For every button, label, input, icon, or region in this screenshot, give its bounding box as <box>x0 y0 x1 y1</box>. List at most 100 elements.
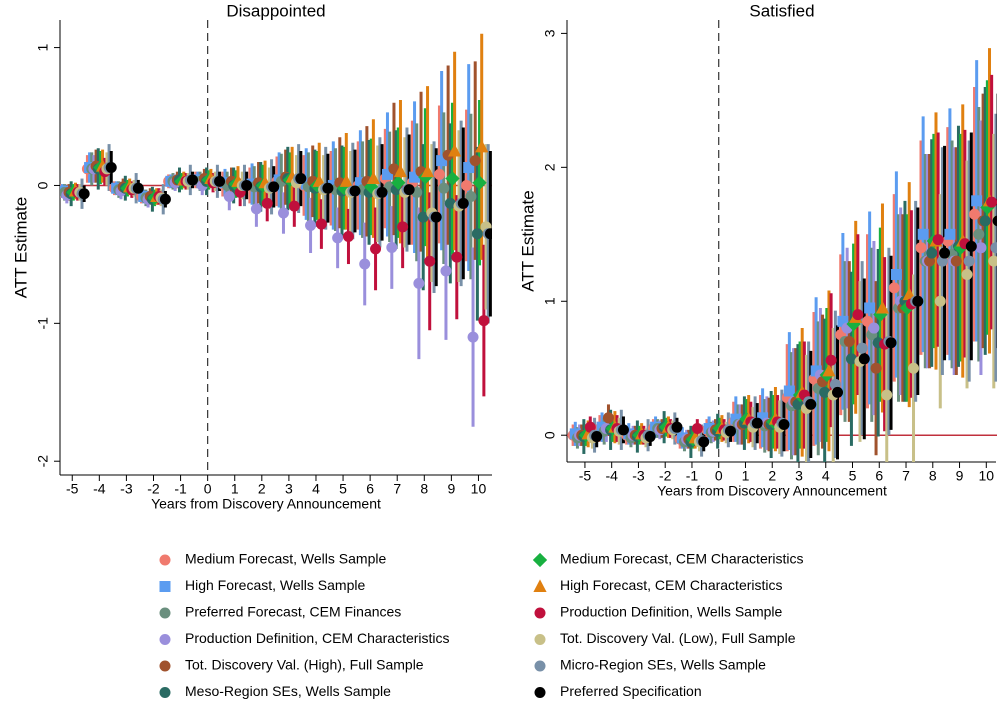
point <box>992 215 997 227</box>
point <box>792 398 804 410</box>
point <box>584 421 596 433</box>
legend-marker <box>534 634 546 645</box>
legend-marker <box>159 554 171 566</box>
x-tick-label: 9 <box>956 468 964 484</box>
point <box>822 363 836 377</box>
point <box>295 173 307 185</box>
point <box>858 353 870 365</box>
point <box>467 331 479 343</box>
point <box>591 431 603 443</box>
point <box>250 203 262 215</box>
point <box>751 417 763 429</box>
point <box>888 282 900 294</box>
x-tick-label: -3 <box>632 468 645 484</box>
point <box>268 181 280 193</box>
y-tick-label: -1 <box>35 317 51 330</box>
x-axis-label: Years from Discovery Announcement <box>657 483 887 499</box>
point <box>856 342 868 354</box>
point <box>159 193 171 205</box>
point <box>444 197 456 209</box>
point <box>969 208 981 220</box>
point <box>413 277 425 289</box>
x-tick-label: 9 <box>447 481 455 497</box>
point <box>934 295 946 307</box>
point <box>469 155 481 167</box>
x-tick-label: 7 <box>393 481 401 497</box>
point <box>832 386 844 398</box>
legend-label: Tot. Discovery Val. (Low), Full Sample <box>560 630 796 646</box>
point <box>261 197 273 209</box>
point <box>845 353 857 365</box>
legend-marker <box>159 660 171 672</box>
x-tick-label: 1 <box>231 481 239 497</box>
point <box>339 174 353 187</box>
point <box>484 228 492 240</box>
point <box>461 179 473 191</box>
point <box>975 242 987 254</box>
point <box>386 242 398 253</box>
legend-marker <box>159 607 171 619</box>
point <box>214 175 226 187</box>
point <box>424 255 436 267</box>
point <box>105 162 117 174</box>
point <box>988 255 997 267</box>
point <box>186 174 198 186</box>
point <box>963 255 975 267</box>
x-tick-label: 3 <box>795 468 803 484</box>
plot-area <box>567 48 997 462</box>
point <box>417 211 429 223</box>
y-tick-label: 0 <box>35 181 51 189</box>
point <box>805 398 817 410</box>
point <box>430 211 442 223</box>
point <box>917 228 929 240</box>
point <box>397 221 409 233</box>
point <box>724 425 736 437</box>
x-tick-label: 4 <box>822 468 830 484</box>
legend-marker <box>533 579 547 592</box>
y-axis-label: ATT Estimate <box>518 190 537 291</box>
point <box>132 182 144 194</box>
point <box>465 190 477 202</box>
point <box>602 412 614 424</box>
y-tick-label: 0 <box>542 431 558 439</box>
x-tick-label: 5 <box>339 481 347 497</box>
point <box>875 300 890 314</box>
point <box>868 322 880 334</box>
point <box>332 232 344 244</box>
x-tick-label: -4 <box>605 468 618 484</box>
point <box>810 365 822 377</box>
point <box>391 175 406 190</box>
x-tick-label: -1 <box>174 481 187 497</box>
plot-area <box>60 33 492 427</box>
point <box>691 423 703 435</box>
point <box>342 230 354 242</box>
point <box>241 179 253 191</box>
point <box>950 255 962 267</box>
point <box>864 302 876 314</box>
x-tick-label: -1 <box>686 468 699 484</box>
point <box>979 215 991 227</box>
point <box>349 185 361 197</box>
legend-label: Medium Forecast, CEM Characteristics <box>560 551 804 567</box>
point <box>420 164 435 178</box>
x-tick-label: 1 <box>742 468 750 484</box>
x-tick-label: 2 <box>258 481 266 497</box>
point <box>440 265 452 277</box>
y-tick-label: 1 <box>542 297 558 305</box>
point <box>438 182 450 194</box>
x-tick-label: 10 <box>979 468 995 484</box>
point <box>881 389 893 401</box>
point <box>366 171 380 185</box>
point <box>971 195 983 207</box>
point <box>451 251 463 263</box>
x-tick-label: 6 <box>366 481 374 497</box>
point <box>953 240 968 255</box>
legend-label: Preferred Specification <box>560 683 702 699</box>
point <box>990 242 997 254</box>
point <box>837 315 849 327</box>
point <box>78 188 90 200</box>
x-tick-label: 6 <box>875 468 883 484</box>
point <box>393 164 408 178</box>
x-tick-label: 8 <box>420 481 428 497</box>
point <box>890 268 902 280</box>
